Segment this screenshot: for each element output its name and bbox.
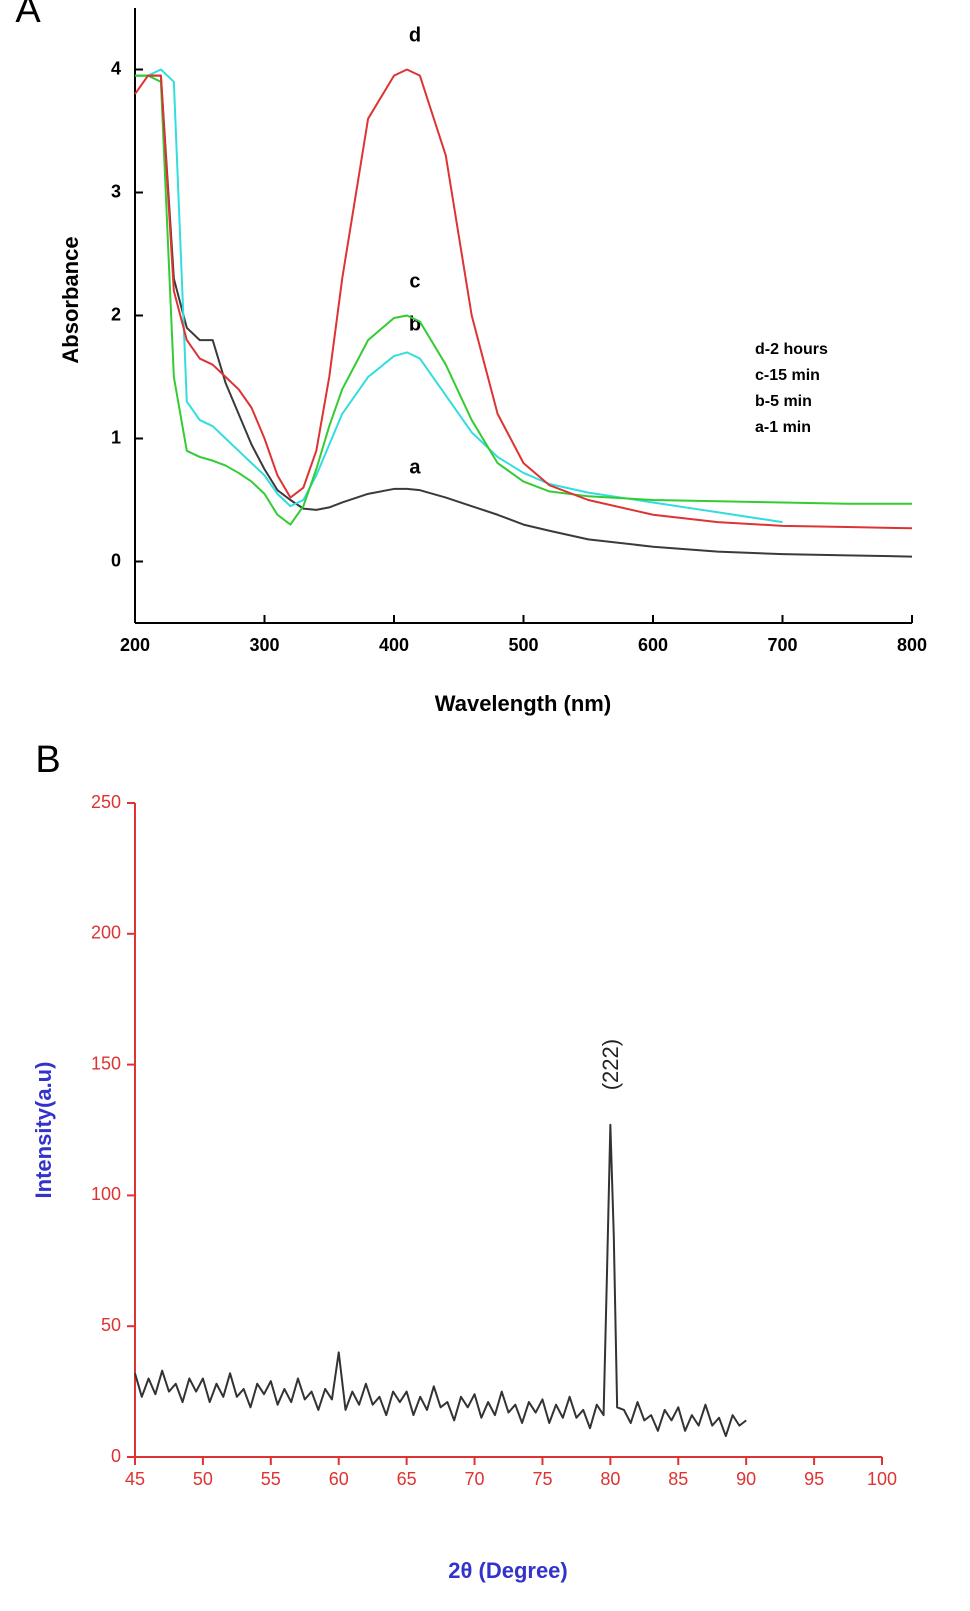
y-tick-label: 0 [111,550,121,570]
data-line [134,1123,747,1438]
x-tick-label: 500 [508,635,538,655]
x-tick-label: 75 [532,1469,552,1489]
legend-note: c-15 min [755,367,820,384]
y-tick-label: 250 [91,792,121,812]
y-tick-label: 200 [91,923,121,943]
y-tick-label: 4 [111,58,121,78]
legend-note: d-2 hours [755,341,828,358]
data-line [135,68,783,524]
x-tick-label: 700 [767,635,797,655]
x-tick-label: 70 [465,1469,485,1489]
y-axis-label: Absorbance [58,236,83,363]
x-tick-label: 600 [638,635,668,655]
y-axis-label: Intensity(a.u) [31,1062,56,1199]
data-line [135,74,912,526]
data-line [135,74,913,558]
y-tick-label: 2 [111,304,121,324]
peak-annotation: (222) [598,1039,623,1090]
x-tick-label: 100 [867,1469,897,1489]
x-tick-label: 65 [397,1469,417,1489]
x-tick-label: 80 [600,1469,620,1489]
x-tick-label: 60 [329,1469,349,1489]
y-tick-label: 1 [111,427,121,447]
x-tick-label: 45 [125,1469,145,1489]
y-tick-label: 0 [111,1446,121,1466]
y-tick-label: 3 [111,181,121,201]
x-axis-label: 2θ (Degree) [448,1558,568,1583]
x-tick-label: 85 [668,1469,688,1489]
y-tick-label: 50 [101,1315,121,1335]
legend-note: a-1 min [755,419,811,436]
y-tick-label: 100 [91,1184,121,1204]
x-tick-label: 55 [261,1469,281,1489]
legend-note: b-5 min [755,393,812,410]
curve-label: d [409,25,421,47]
x-tick-label: 300 [249,635,279,655]
x-tick-label: 95 [804,1469,824,1489]
y-tick-label: 150 [91,1053,121,1073]
curve-label: b [409,314,421,336]
x-tick-label: 200 [120,635,150,655]
data-line [134,68,913,530]
x-tick-label: 400 [379,635,409,655]
panel-label: A [15,0,41,31]
x-tick-label: 800 [897,635,927,655]
curve-label: a [409,456,421,478]
x-tick-label: 50 [193,1469,213,1489]
x-tick-label: 90 [736,1469,756,1489]
x-axis-label: Wavelength (nm) [435,691,611,716]
panel-label: B [35,739,60,781]
curve-label: c [409,271,420,293]
